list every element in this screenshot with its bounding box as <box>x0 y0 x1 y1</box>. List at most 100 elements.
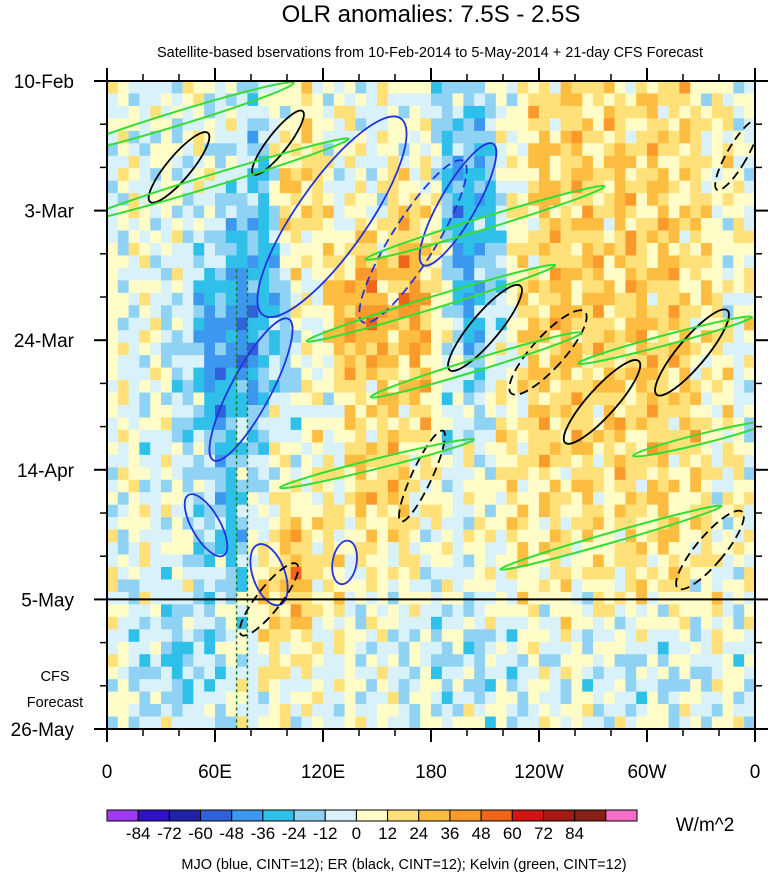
field-cell <box>193 218 205 232</box>
field-cell <box>431 180 443 194</box>
field-cell <box>258 454 270 468</box>
field-cell <box>117 429 130 443</box>
field-cell <box>647 380 659 394</box>
field-cell <box>506 105 518 119</box>
field-cell <box>171 105 184 119</box>
field-cell <box>636 218 648 232</box>
field-cell <box>744 554 755 568</box>
field-cell <box>150 529 162 543</box>
field-cell <box>657 691 670 705</box>
field-cell <box>528 317 540 331</box>
field-cell <box>269 105 281 119</box>
field-cell <box>711 218 724 232</box>
field-cell <box>117 654 130 668</box>
field-cell <box>431 255 443 269</box>
field-cell <box>387 691 400 705</box>
field-cell <box>506 367 518 381</box>
field-cell <box>128 317 140 331</box>
field-cell <box>474 130 486 144</box>
field-cell <box>636 317 648 331</box>
field-cell <box>193 392 205 406</box>
field-cell <box>236 230 248 244</box>
field-cell <box>636 454 648 468</box>
field-cell <box>733 255 745 269</box>
field-cell <box>647 679 659 693</box>
field-cell <box>636 691 648 705</box>
field-cell <box>420 504 432 518</box>
field-cell <box>539 105 551 119</box>
field-cell <box>733 218 745 232</box>
field-cell <box>409 417 421 431</box>
field-cell <box>431 666 443 680</box>
field-cell <box>463 479 475 493</box>
field-cell <box>236 317 248 331</box>
field-cell <box>193 168 205 182</box>
field-cell <box>215 442 227 456</box>
field-cell <box>506 492 518 506</box>
field-cell <box>722 479 734 493</box>
field-cell <box>225 155 238 169</box>
field-cell <box>247 392 259 406</box>
field-cell <box>204 704 216 718</box>
field-cell <box>225 205 238 219</box>
field-cell <box>323 467 335 481</box>
field-cell <box>290 704 302 718</box>
field-cell <box>366 691 378 705</box>
field-cell <box>366 180 378 194</box>
field-cell <box>431 118 443 132</box>
field-cell <box>215 330 227 344</box>
field-cell <box>171 155 184 169</box>
field-cell <box>355 654 367 668</box>
field-cell <box>657 267 670 281</box>
field-cell <box>258 380 270 394</box>
field-cell <box>344 205 356 219</box>
field-cell <box>474 616 486 630</box>
field-cell <box>215 429 227 443</box>
field-cell <box>398 716 410 729</box>
field-cell <box>593 243 605 257</box>
field-cell <box>269 492 281 506</box>
field-cell <box>290 417 302 431</box>
chart-title: OLR anomalies: 7.5S - 2.5S <box>282 1 581 28</box>
field-cell <box>517 429 529 443</box>
colorbar-swatch <box>137 809 170 822</box>
field-cell <box>333 679 346 693</box>
field-cell <box>236 218 248 232</box>
field-cell <box>679 355 691 369</box>
field-cell <box>679 205 691 219</box>
field-cell <box>225 604 238 618</box>
field-cell <box>225 716 238 729</box>
field-cell <box>744 193 755 207</box>
field-cell <box>441 542 454 556</box>
field-cell <box>441 691 454 705</box>
field-cell <box>107 704 119 718</box>
field-cell <box>657 143 670 157</box>
field-cell <box>409 280 421 294</box>
field-cell <box>603 579 616 593</box>
field-cell <box>171 205 184 219</box>
field-cell <box>366 529 378 543</box>
field-cell <box>744 330 755 344</box>
field-cell <box>323 492 335 506</box>
field-cell <box>474 205 486 219</box>
field-cell <box>636 417 648 431</box>
field-cell <box>506 255 518 269</box>
field-cell <box>182 118 194 132</box>
field-cell <box>182 704 194 718</box>
field-cell <box>733 604 745 618</box>
field-cell <box>366 130 378 144</box>
field-cell <box>301 442 313 456</box>
field-cell <box>614 143 626 157</box>
field-cell <box>420 342 432 356</box>
field-cell <box>355 429 367 443</box>
field-cell <box>312 180 324 194</box>
field-cell <box>225 579 238 593</box>
field-cell <box>722 392 734 406</box>
field-cell <box>387 218 400 232</box>
field-cell <box>204 479 216 493</box>
field-cell <box>539 504 551 518</box>
field-cell <box>463 417 475 431</box>
field-cell <box>333 168 346 182</box>
field-cell <box>495 305 508 319</box>
field-cell <box>290 691 302 705</box>
